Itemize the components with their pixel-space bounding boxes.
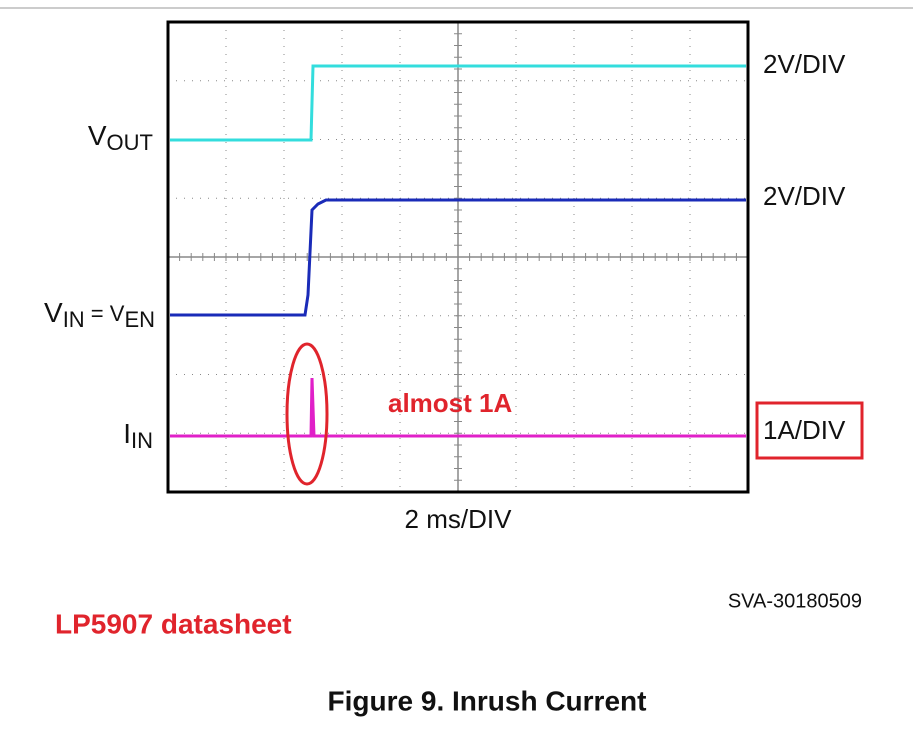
scope-grid xyxy=(167,21,748,493)
channel-scale: 2V/DIV xyxy=(763,181,846,211)
label-part: IN xyxy=(63,307,85,332)
vin-trace xyxy=(170,198,746,317)
channel-label: VOUT xyxy=(88,120,153,154)
label-part: V xyxy=(44,297,63,328)
note: LP5907 datasheet xyxy=(55,608,292,639)
channel-label: VIN = VEN xyxy=(44,297,155,331)
vout-trace xyxy=(170,64,746,142)
label-part: IN xyxy=(131,428,153,453)
caption: Figure 9. Inrush Current xyxy=(328,685,647,716)
figure-id: SVA-30180509 xyxy=(728,590,862,612)
annotation: almost 1A xyxy=(388,388,512,418)
iin-trace xyxy=(170,377,746,438)
label-part: = V xyxy=(85,301,125,326)
label-part: EN xyxy=(124,307,155,332)
scope-frame xyxy=(166,20,750,494)
channel-scale: 1A/DIV xyxy=(763,415,846,445)
highlight-ellipse xyxy=(285,342,329,486)
label-part: OUT xyxy=(107,130,153,155)
label-part: I xyxy=(123,418,131,449)
channel-label: IIN xyxy=(123,418,153,452)
highlight-box xyxy=(755,401,864,460)
timebase: 2 ms/DIV xyxy=(405,504,513,534)
channel-scale: 2V/DIV xyxy=(763,49,846,79)
label-part: V xyxy=(88,120,107,151)
